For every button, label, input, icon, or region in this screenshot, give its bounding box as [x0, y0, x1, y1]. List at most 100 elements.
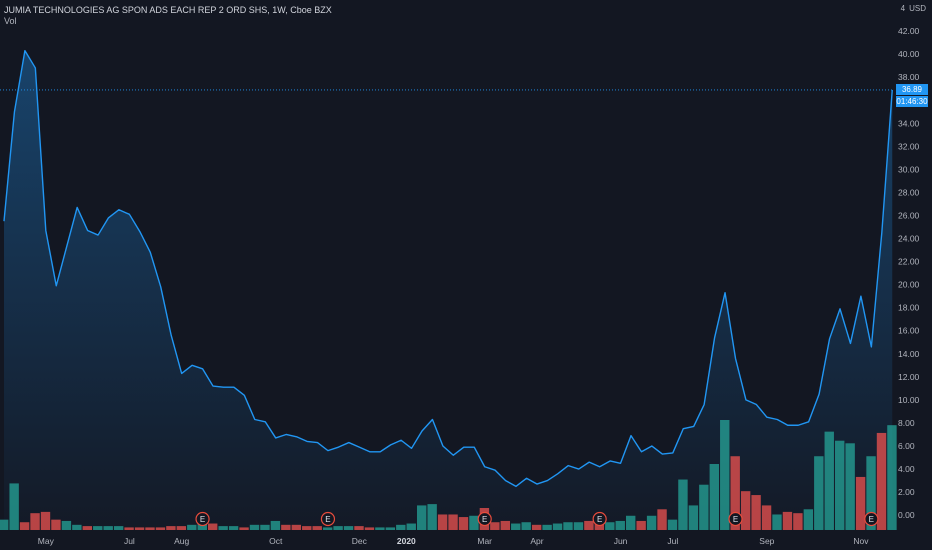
price-tick-label: 24.00 [898, 234, 920, 244]
area-fill-path [4, 50, 893, 530]
time-tick-label: Jul [667, 536, 678, 546]
volume-bar [709, 464, 719, 530]
last-price-tag: 36.89 [896, 84, 928, 96]
price-tick-label: 30.00 [898, 164, 920, 174]
volume-bar [197, 523, 207, 530]
time-tick-label: Oct [269, 536, 283, 546]
price-tick-label: 20.00 [898, 280, 920, 290]
volume-bar [187, 524, 197, 530]
price-tick-label: 34.00 [898, 118, 920, 128]
volume-bar [333, 526, 343, 530]
earnings-marker-label: E [733, 515, 738, 524]
volume-bar [563, 522, 573, 530]
volume-bar [688, 505, 699, 530]
earnings-marker-icon [195, 511, 210, 527]
currency-label[interactable]: 4 USD [901, 4, 926, 13]
time-axis[interactable]: May Jul Aug Oct Dec 2020 Mar Apr Jun Jul Sep Nov [38, 536, 869, 546]
volume-bar [124, 527, 134, 530]
time-tick-label: 2020 [397, 536, 416, 546]
volume-bar [542, 524, 552, 530]
volume-bar [260, 524, 270, 530]
price-tick-label: 12.00 [898, 372, 920, 382]
volume-bar [584, 520, 594, 530]
time-tick-label: Jun [614, 536, 628, 546]
price-tick-label: 4.00 [898, 464, 915, 474]
volume-indicator-label[interactable]: Vol [4, 16, 17, 26]
volume-bar [103, 526, 113, 530]
volume-bar [208, 523, 218, 530]
earnings-marker-icon [320, 511, 336, 527]
volume-bar [626, 515, 636, 530]
volume-bar [521, 522, 531, 530]
volume-bar [343, 526, 354, 530]
currency-code: USD [909, 4, 926, 13]
volume-bars [0, 420, 897, 530]
volume-bar [72, 524, 82, 530]
earnings-marker-icon [728, 511, 743, 527]
volume-bar [302, 526, 312, 530]
price-series-line [3, 49, 893, 488]
time-tick-label: Mar [477, 536, 492, 546]
volume-bar [531, 524, 542, 530]
volume-bar [249, 524, 260, 530]
volume-bar [437, 514, 448, 530]
earnings-marker-icon [592, 511, 607, 527]
volume-bar [375, 527, 385, 530]
volume-bar [396, 524, 406, 530]
volume-bar [30, 513, 40, 530]
time-tick-label: Dec [352, 536, 368, 546]
volume-bar [636, 520, 646, 530]
price-tick-label: 18.00 [898, 303, 920, 313]
volume-bar [417, 505, 427, 530]
volume-bar [364, 527, 375, 530]
time-tick-label: May [38, 536, 55, 546]
volume-bar [61, 520, 72, 530]
volume-bar [354, 526, 364, 530]
volume-bar [855, 476, 866, 530]
currency-number: 4 [900, 4, 906, 13]
volume-bar [657, 509, 667, 530]
price-tick-label: 16.00 [898, 326, 920, 336]
volume-bar [19, 522, 30, 530]
volume-bar [646, 515, 657, 530]
earnings-marker-icon [864, 511, 879, 527]
volume-bar [291, 524, 301, 530]
volume-bar [82, 526, 92, 530]
volume-bar [322, 527, 333, 530]
volume-bar [145, 527, 155, 530]
time-tick-label: Sep [759, 536, 774, 546]
volume-bar [385, 527, 396, 530]
volume-bar [281, 524, 291, 530]
volume-bar [845, 443, 855, 530]
volume-bar [814, 456, 824, 530]
volume-bar [740, 491, 751, 530]
volume-bar [51, 519, 61, 530]
volume-bar [166, 526, 176, 530]
volume-bar [615, 520, 625, 530]
price-tick-label: 0.00 [898, 510, 915, 520]
volume-bar [761, 505, 772, 530]
price-line [3, 49, 893, 488]
volume-bar [448, 514, 458, 530]
earnings-marker-icon [477, 511, 492, 527]
volume-bar [500, 520, 510, 530]
price-tick-label: 2.00 [898, 487, 915, 497]
volume-bar [490, 522, 500, 530]
volume-bar [228, 526, 239, 530]
volume-bar [113, 526, 124, 530]
volume-bar [239, 527, 249, 530]
price-tick-label: 28.00 [898, 187, 920, 197]
time-tick-label: Jul [124, 536, 135, 546]
volume-bar [866, 456, 876, 530]
volume-bar [876, 432, 887, 530]
volume-bar [9, 483, 19, 530]
price-tick-label: 14.00 [898, 349, 920, 359]
volume-bar [678, 479, 688, 530]
price-tick-label: 40.00 [898, 49, 920, 59]
volume-bar [270, 520, 281, 530]
price-tick-label: 42.00 [898, 26, 920, 36]
volume-bar [0, 519, 9, 530]
volume-bar [573, 522, 584, 530]
